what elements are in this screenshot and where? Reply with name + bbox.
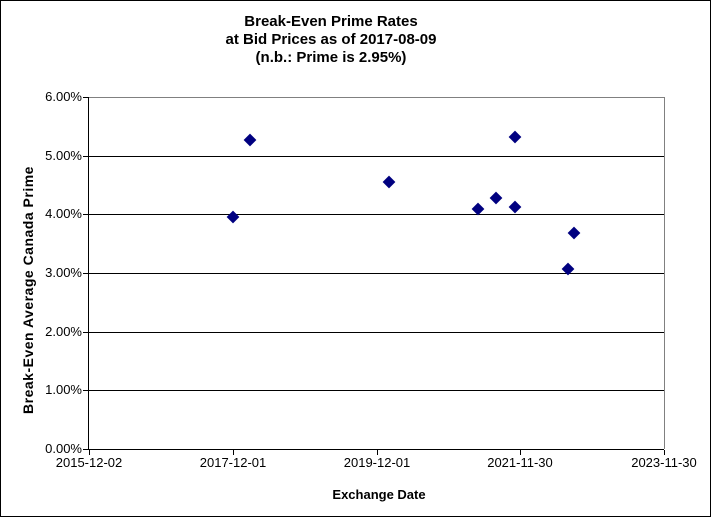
chart-title-line-2: at Bid Prices as of 2017-08-09	[225, 31, 437, 48]
data-point-marker	[568, 226, 581, 239]
chart-title-line-3: (n.b.: Prime is 2.95%)	[255, 49, 407, 66]
y-tick-label: 0.00%	[45, 441, 82, 456]
y-tick-label: 5.00%	[45, 148, 82, 163]
y-axis-title: Break-Even Average Canada Prime	[20, 166, 36, 414]
y-tick-label: 3.00%	[45, 265, 82, 280]
y-tick-label: 6.00%	[45, 89, 82, 104]
y-gridline	[89, 214, 664, 215]
y-gridline	[89, 332, 664, 333]
x-tick-label: 2021-11-30	[487, 455, 553, 470]
y-axis-tick	[83, 156, 88, 157]
x-axis-tick	[89, 450, 90, 455]
plot-border-right	[664, 97, 665, 449]
y-tick-label: 1.00%	[45, 382, 82, 397]
chart-title: Break-Even Prime Rates at Bid Prices as …	[1, 13, 661, 67]
y-gridline	[89, 273, 664, 274]
x-axis-tick	[520, 450, 521, 455]
plot-border-top	[89, 97, 664, 98]
x-tick-label: 2023-11-30	[631, 455, 697, 470]
x-tick-label: 2019-12-01	[343, 455, 411, 470]
y-axis-line	[88, 97, 89, 450]
y-axis-tick	[83, 390, 88, 391]
y-gridline	[89, 390, 664, 391]
x-axis-tick	[233, 450, 234, 455]
data-point-marker	[244, 133, 257, 147]
x-tick-label: 2015-12-02	[55, 455, 123, 470]
y-axis-tick	[83, 332, 88, 333]
data-point-marker	[508, 200, 521, 214]
chart-title-line-1: Break-Even Prime Rates	[244, 13, 418, 30]
data-point-marker	[382, 175, 396, 189]
y-axis-tick	[83, 273, 88, 274]
data-point-marker	[490, 192, 503, 205]
x-axis-title: Exchange Date	[332, 487, 426, 502]
y-axis-tick	[83, 97, 88, 98]
x-axis-tick	[664, 450, 665, 455]
data-point-marker	[508, 130, 521, 144]
y-tick-label: 2.00%	[45, 324, 82, 339]
y-axis-tick	[83, 214, 88, 215]
x-axis-line	[89, 449, 664, 450]
y-axis-tick	[83, 449, 88, 450]
data-point-marker	[226, 210, 240, 224]
x-tick-label: 2017-12-01	[199, 455, 267, 470]
x-axis-tick	[377, 450, 378, 455]
y-gridline	[89, 156, 664, 157]
y-tick-label: 4.00%	[45, 206, 82, 221]
